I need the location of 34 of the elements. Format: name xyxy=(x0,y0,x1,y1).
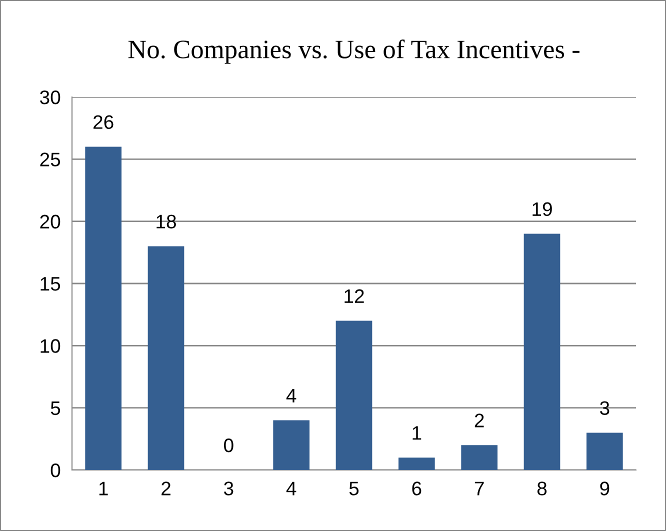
data-label: 3 xyxy=(600,401,610,415)
bar xyxy=(524,234,560,470)
data-label: 4 xyxy=(286,388,296,402)
bar xyxy=(586,432,623,470)
data-label: 19 xyxy=(532,202,552,216)
data-label: 1 xyxy=(412,426,422,440)
x-tick-label: 6 xyxy=(412,482,422,496)
y-tick-label: 5 xyxy=(50,402,60,416)
x-tick-label: 5 xyxy=(349,482,359,496)
bar xyxy=(273,420,310,470)
data-label: 18 xyxy=(156,214,176,228)
data-label: 0 xyxy=(224,438,234,452)
y-tick-label: 0 xyxy=(50,463,60,478)
y-tick-label: 15 xyxy=(40,277,60,291)
bar xyxy=(461,445,498,470)
chart-title: No. Companies vs. Use of Tax Incentives - xyxy=(128,40,580,64)
x-tick-label: 4 xyxy=(286,482,296,496)
x-tick-label: 1 xyxy=(99,482,108,496)
bar xyxy=(336,320,372,470)
bar xyxy=(398,458,435,470)
bar xyxy=(148,246,184,470)
x-tick-label: 9 xyxy=(600,482,610,496)
x-tick-label: 2 xyxy=(162,482,170,496)
data-label: 12 xyxy=(344,289,364,303)
y-tick-label: 10 xyxy=(40,339,60,353)
y-tick-label: 25 xyxy=(40,152,60,166)
data-label: 26 xyxy=(94,115,114,129)
data-label: 2 xyxy=(474,414,484,428)
x-tick-label: 7 xyxy=(474,482,484,496)
x-tick-label: 3 xyxy=(224,482,234,496)
y-tick-label: 30 xyxy=(40,90,60,104)
bar xyxy=(85,146,122,470)
y-tick-label: 20 xyxy=(40,214,60,229)
x-tick-label: 8 xyxy=(537,482,547,496)
